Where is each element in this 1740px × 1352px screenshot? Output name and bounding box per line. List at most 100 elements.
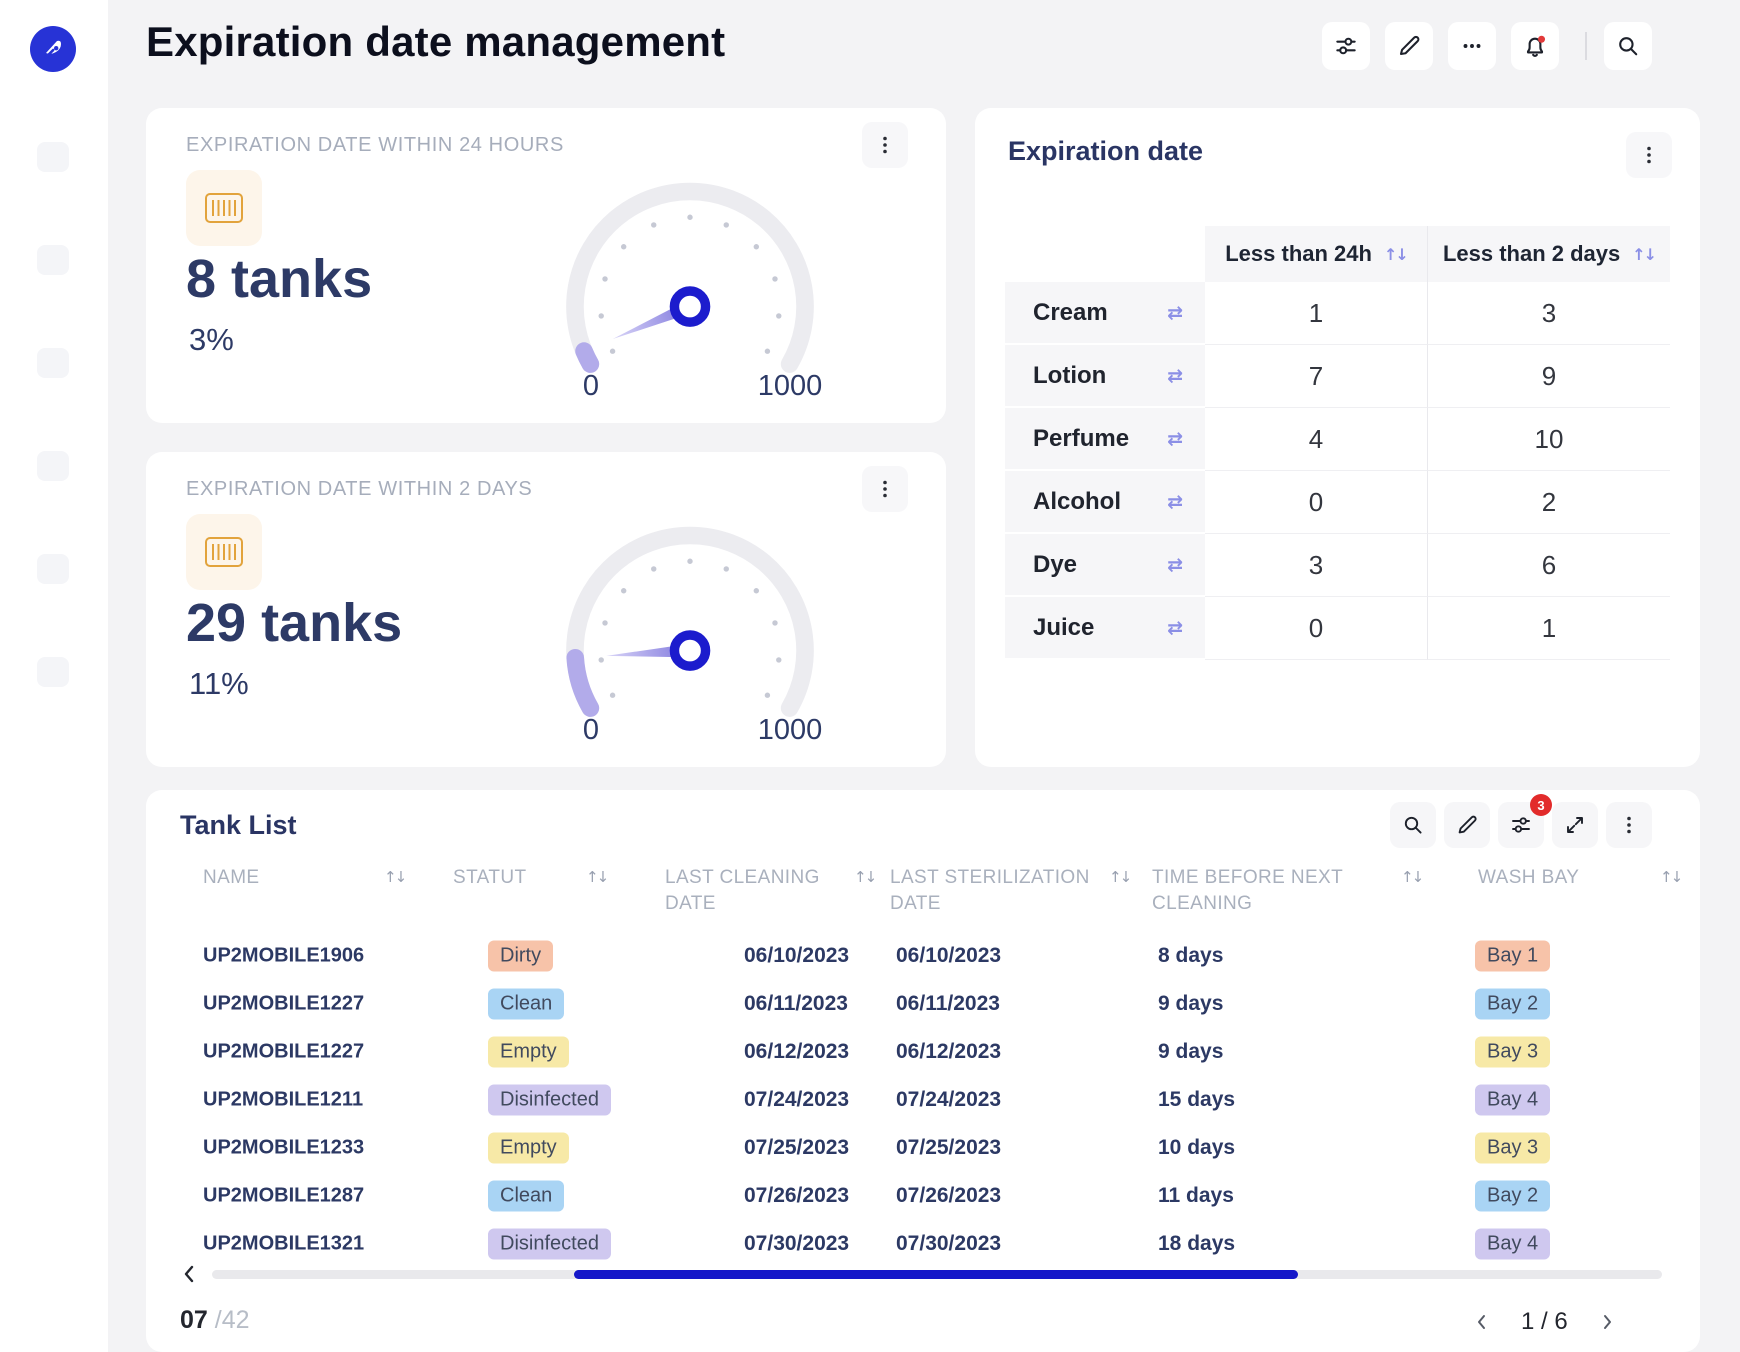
- value-cell: 3: [1205, 534, 1427, 597]
- sidebar-item[interactable]: [37, 451, 69, 481]
- card-menu-button[interactable]: [1626, 132, 1672, 178]
- tank-name: UP2MOBILE1227: [203, 992, 365, 1015]
- row-label[interactable]: Perfume ⇄: [1005, 408, 1205, 471]
- scroll-left-chevron[interactable]: [182, 1264, 196, 1284]
- card-menu-button[interactable]: [862, 466, 908, 512]
- product-name: Dye: [1033, 550, 1078, 578]
- table-row[interactable]: UP2MOBILE1233 Empty 07/25/2023 07/25/202…: [146, 1124, 1700, 1172]
- column-header-name[interactable]: NAME: [203, 867, 260, 888]
- swap-icon[interactable]: ⇄: [1167, 553, 1183, 576]
- row-label[interactable]: Dye ⇄: [1005, 534, 1205, 597]
- sidebar-item[interactable]: [37, 348, 69, 378]
- column-header-wash-bay[interactable]: WASH BAY: [1478, 867, 1580, 888]
- status-badge: Empty: [488, 1132, 569, 1164]
- sort-icon[interactable]: ↑↓: [384, 868, 407, 886]
- sort-icon[interactable]: ↑↓: [1632, 244, 1657, 264]
- sort-icon[interactable]: ↑↓: [854, 868, 877, 886]
- table-menu-button[interactable]: [1606, 802, 1652, 848]
- sidebar-item[interactable]: [37, 554, 69, 584]
- tank-name: UP2MOBILE1321: [203, 1232, 365, 1255]
- table-expand-button[interactable]: [1552, 802, 1598, 848]
- row-label[interactable]: Cream ⇄: [1005, 282, 1205, 345]
- sidebar-item[interactable]: [37, 245, 69, 275]
- last-cleaning-date: 07/26/2023: [744, 1184, 850, 1207]
- column-header-time-before-next[interactable]: TIME BEFORE NEXT CLEANING: [1152, 867, 1343, 914]
- wash-bay-badge: Bay 3: [1475, 1036, 1551, 1068]
- filter-count-badge: 3: [1530, 794, 1552, 816]
- column-header-last-cleaning[interactable]: LAST CLEANING DATE: [665, 867, 820, 914]
- sidebar-item[interactable]: [37, 657, 69, 687]
- table-filter-button[interactable]: 3: [1498, 794, 1552, 848]
- kebab-icon: [883, 480, 887, 498]
- value-cell: 4: [1205, 408, 1427, 471]
- table-edit-button[interactable]: [1444, 802, 1490, 848]
- table-row[interactable]: UP2MOBILE1227 Empty 06/12/2023 06/12/202…: [146, 1028, 1700, 1076]
- next-page-button[interactable]: [1602, 1314, 1613, 1330]
- sort-icon[interactable]: ↑↓: [1660, 868, 1683, 886]
- time-before-next-cleaning: 15 days: [1158, 1088, 1236, 1111]
- sort-icon[interactable]: ↑↓: [586, 868, 609, 886]
- last-cleaning-date: 06/11/2023: [744, 992, 848, 1015]
- row-label[interactable]: Lotion ⇄: [1005, 345, 1205, 408]
- gauge-chart: [566, 526, 814, 717]
- sort-icon[interactable]: ↑↓: [1109, 868, 1132, 886]
- table-row[interactable]: UP2MOBILE1211 Disinfected 07/24/2023 07/…: [146, 1076, 1700, 1124]
- time-before-next-cleaning: 10 days: [1158, 1136, 1236, 1159]
- tank-barcode-icon: [205, 537, 243, 567]
- swap-icon[interactable]: ⇄: [1167, 301, 1183, 324]
- value-cell: 2: [1427, 471, 1670, 534]
- table-search-button[interactable]: [1390, 802, 1436, 848]
- table-row[interactable]: UP2MOBILE1227 Clean 06/11/2023 06/11/202…: [146, 980, 1700, 1028]
- filter-sliders-button[interactable]: [1322, 22, 1370, 70]
- card-title: EXPIRATION DATE WITHIN 24 HOURS: [186, 134, 564, 156]
- row-label[interactable]: Alcohol ⇄: [1005, 471, 1205, 534]
- swap-icon[interactable]: ⇄: [1167, 490, 1183, 513]
- tank-count: 8 tanks: [186, 249, 373, 309]
- app-logo[interactable]: [30, 26, 76, 72]
- gauge-hub: [669, 286, 711, 327]
- column-header-less-than-24h[interactable]: Less than 24h ↑↓: [1205, 226, 1427, 282]
- gauge-max-label: 1000: [757, 370, 823, 402]
- more-options-button[interactable]: [1448, 22, 1496, 70]
- search-icon: [1619, 37, 1638, 56]
- gauge-2days: 0 1000: [541, 522, 841, 762]
- table-row[interactable]: UP2MOBILE1287 Clean 07/26/2023 07/26/202…: [146, 1172, 1700, 1220]
- sidebar-item[interactable]: [37, 142, 69, 172]
- expand-icon: [1567, 817, 1583, 833]
- tank-name: UP2MOBILE1227: [203, 1040, 365, 1063]
- last-cleaning-date: 07/24/2023: [744, 1088, 850, 1111]
- card-title: Tank List: [180, 810, 297, 840]
- horizontal-scrollbar-thumb[interactable]: [574, 1270, 1298, 1279]
- time-before-next-cleaning: 9 days: [1158, 992, 1224, 1015]
- pencil-icon: [1458, 815, 1477, 834]
- column-header-status[interactable]: STATUT: [453, 867, 527, 888]
- card-menu-button[interactable]: [862, 122, 908, 168]
- wash-bay-badge: Bay 4: [1475, 1084, 1551, 1116]
- gauge-min-label: 0: [582, 370, 600, 402]
- tank-name: UP2MOBILE1287: [203, 1184, 365, 1207]
- swap-icon[interactable]: ⇄: [1167, 616, 1183, 639]
- column-header-less-than-2-days[interactable]: Less than 2 days ↑↓: [1427, 226, 1670, 282]
- sort-icon[interactable]: ↑↓: [1383, 244, 1409, 264]
- value-cell: 3: [1427, 282, 1670, 345]
- search-button[interactable]: [1604, 22, 1652, 70]
- notifications-button[interactable]: [1511, 22, 1559, 70]
- column-header-last-sterilization[interactable]: LAST STERILIZATION DATE: [890, 867, 1090, 914]
- chevron-left-icon: [1478, 1315, 1485, 1329]
- previous-page-button[interactable]: [1476, 1314, 1487, 1330]
- table-row[interactable]: UP2MOBILE1906 Dirty 06/10/2023 06/10/202…: [146, 932, 1700, 980]
- table-row[interactable]: UP2MOBILE1321 Disinfected 07/30/2023 07/…: [146, 1220, 1700, 1268]
- sort-icon[interactable]: ↑↓: [1401, 868, 1424, 886]
- ellipsis-horizontal-icon: [1463, 44, 1481, 48]
- last-cleaning-date: 06/12/2023: [744, 1040, 850, 1063]
- search-icon: [1404, 816, 1422, 834]
- chevron-left-icon: [184, 1265, 194, 1283]
- wash-bay-badge: Bay 2: [1475, 988, 1551, 1020]
- swap-icon[interactable]: ⇄: [1167, 427, 1183, 450]
- swap-icon[interactable]: ⇄: [1167, 364, 1183, 387]
- horizontal-scrollbar-track[interactable]: [212, 1270, 1662, 1279]
- card-expiration-2days: EXPIRATION DATE WITHIN 2 DAYS 29 tanks 1…: [146, 452, 946, 767]
- bell-icon: [1526, 35, 1546, 57]
- edit-button[interactable]: [1385, 22, 1433, 70]
- row-label[interactable]: Juice ⇄: [1005, 597, 1205, 660]
